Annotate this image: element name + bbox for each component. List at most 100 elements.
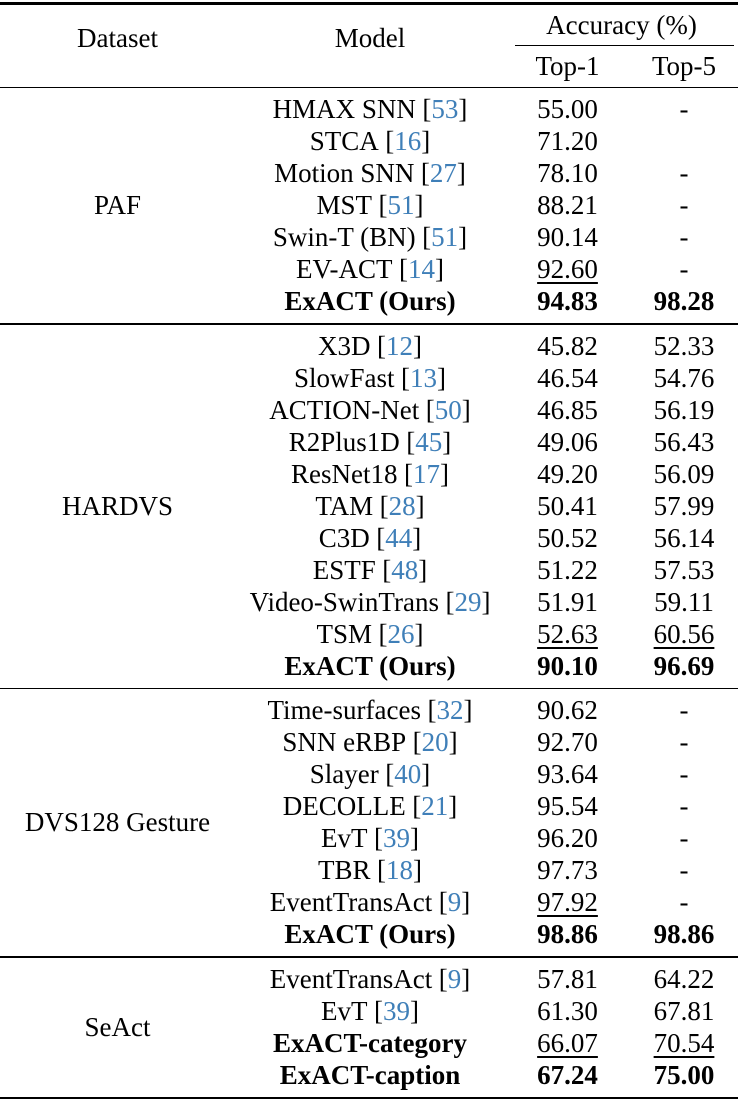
- citation-bracket-open: [: [376, 330, 386, 361]
- dataset-section: SeAct EventTransAct [9] 57.81 64.22 EvT [3…: [0, 958, 738, 1097]
- top5-value: -: [679, 695, 689, 726]
- header-top1: Top-1: [535, 50, 600, 81]
- top5-value: 75.00: [653, 1059, 715, 1090]
- citation-link[interactable]: 16: [394, 126, 422, 157]
- model-cell: ResNet18 [17]: [235, 459, 505, 490]
- top1-value: 50.52: [537, 522, 598, 553]
- model-name: STCA: [309, 126, 379, 157]
- citation-bracket-close: ]: [458, 94, 468, 125]
- table-row: Motion SNN [27] 78.10 -: [235, 158, 738, 190]
- header-top5: Top-5: [651, 50, 717, 81]
- citation-link[interactable]: 12: [385, 330, 413, 361]
- citation-link[interactable]: 50: [434, 394, 462, 425]
- citation-bracket-close: ]: [461, 963, 471, 994]
- dataset-section: HARDVS X3D [12] 45.82 52.33 SlowFast [13] …: [0, 325, 738, 688]
- citation: [44]: [376, 523, 421, 553]
- citation-bracket-open: [: [379, 490, 389, 521]
- citation-bracket-close: ]: [439, 458, 449, 489]
- citation-link[interactable]: 28: [388, 490, 416, 521]
- citation-link[interactable]: 17: [412, 458, 440, 489]
- citation-link[interactable]: 27: [429, 158, 457, 189]
- citation-link[interactable]: 32: [436, 695, 464, 726]
- citation-bracket-close: ]: [434, 254, 444, 285]
- model-name: Slayer: [309, 759, 379, 790]
- table-row: EvT [39] 61.30 67.81: [235, 995, 738, 1027]
- top1-value: 95.54: [537, 791, 598, 822]
- section-rows: X3D [12] 45.82 52.33 SlowFast [13] 46.54 5…: [235, 330, 738, 682]
- model-cell: EvT [39]: [235, 996, 505, 1027]
- citation-bracket-close: ]: [456, 158, 466, 189]
- top1-value: 67.24: [537, 1059, 598, 1090]
- citation-bracket-open: [: [401, 362, 410, 393]
- citation-bracket-close: ]: [461, 394, 471, 425]
- top5-value: 54.76: [653, 362, 715, 393]
- top1-value: 49.06: [537, 426, 598, 457]
- model-cell: EV-ACT [14]: [235, 254, 505, 285]
- citation-link[interactable]: 14: [407, 254, 435, 285]
- citation-link[interactable]: 45: [415, 426, 443, 457]
- citation-link[interactable]: 9: [447, 887, 462, 918]
- model-name: R2Plus1D: [288, 426, 400, 457]
- top1-value: 78.10: [537, 158, 598, 189]
- top1-value: 46.85: [537, 394, 598, 425]
- dataset-label: HARDVS: [61, 490, 174, 521]
- citation: [39]: [374, 996, 419, 1026]
- citation-bracket-open: [: [422, 222, 432, 253]
- citation-link[interactable]: 20: [421, 727, 449, 758]
- citation-link[interactable]: 39: [382, 995, 410, 1026]
- model-cell: ESTF [48]: [235, 555, 505, 586]
- top1-value: 50.41: [537, 490, 598, 521]
- citation-link[interactable]: 51: [431, 222, 459, 253]
- citation-bracket-close: ]: [412, 330, 422, 361]
- citation: [51]: [379, 190, 424, 220]
- model-cell: ACTION-Net [50]: [235, 395, 505, 426]
- model-name: SNN eRBP: [282, 727, 407, 758]
- citation: [50]: [426, 395, 471, 425]
- model-cell: EventTransAct [9]: [235, 887, 505, 918]
- model-cell: C3D [44]: [235, 523, 505, 554]
- table-row: ExACT-caption 67.24 75.00: [235, 1059, 738, 1091]
- model-name: ExACT-caption: [279, 1059, 461, 1090]
- top5-value: -: [679, 254, 689, 285]
- table-row: HMAX SNN [53] 55.00 -: [235, 94, 738, 126]
- table-row: TBR [18] 97.73 -: [235, 855, 738, 887]
- citation-link[interactable]: 44: [385, 522, 413, 553]
- citation-bracket-close: ]: [414, 190, 424, 221]
- top-rule: [0, 2, 738, 5]
- citation: [20]: [413, 727, 458, 757]
- citation-link[interactable]: 48: [391, 554, 419, 585]
- citation-link[interactable]: 9: [447, 963, 462, 994]
- citation-link[interactable]: 40: [394, 759, 422, 790]
- model-name: DECOLLE: [282, 791, 406, 822]
- citation: [17]: [404, 459, 449, 489]
- citation-bracket-open: [: [373, 995, 383, 1026]
- citation-bracket-close: ]: [442, 426, 452, 457]
- model-cell: Time-surfaces [32]: [235, 695, 505, 726]
- citation-link[interactable]: 39: [382, 823, 410, 854]
- citation-bracket-open: [: [445, 586, 455, 617]
- dataset-label: PAF: [93, 190, 142, 221]
- citation-link[interactable]: 13: [410, 362, 437, 393]
- citation-bracket-open: [: [385, 126, 395, 157]
- bottom-rule: [0, 1096, 738, 1099]
- citation-bracket-close: ]: [409, 823, 419, 854]
- citation-bracket-close: ]: [421, 759, 431, 790]
- citation-link[interactable]: 26: [387, 618, 415, 649]
- model-name: Swin-T (BN): [272, 222, 416, 253]
- citation: [9]: [439, 887, 471, 917]
- citation-link[interactable]: 53: [431, 94, 459, 125]
- citation-link[interactable]: 21: [421, 791, 449, 822]
- table-row: Time-surfaces [32] 90.62 -: [235, 695, 738, 727]
- citation-bracket-open: [: [376, 522, 386, 553]
- top1-value: 55.00: [537, 94, 598, 125]
- model-name: MST: [316, 190, 373, 221]
- citation-link[interactable]: 51: [387, 190, 415, 221]
- citation: [18]: [377, 855, 422, 885]
- top5-value: 67.81: [653, 995, 715, 1026]
- top1-value: 61.30: [537, 995, 598, 1026]
- table-row: ACTION-Net [50] 46.85 56.19: [235, 394, 738, 426]
- top1-value: 46.54: [537, 362, 598, 393]
- citation-link[interactable]: 18: [385, 855, 413, 886]
- citation-link[interactable]: 29: [454, 586, 482, 617]
- model-name: EV-ACT: [296, 254, 393, 285]
